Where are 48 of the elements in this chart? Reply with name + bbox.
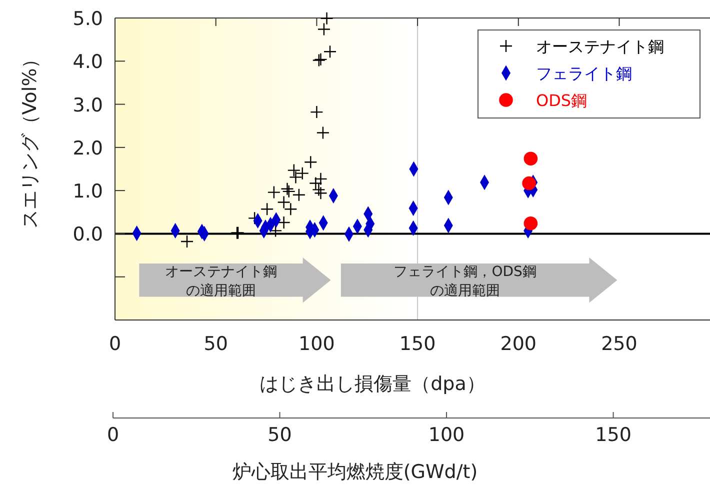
point — [282, 184, 296, 198]
point — [316, 126, 330, 140]
point — [289, 170, 302, 184]
point — [267, 186, 281, 199]
y-axis-title: スエリング（Vol%） — [19, 49, 41, 229]
x2-axis-title: 炉心取出平均燃焼度(GWd/t) — [232, 461, 478, 483]
x-tick-label: 50 — [204, 333, 228, 355]
y-tick-label: 3.0 — [72, 94, 103, 116]
point — [310, 105, 324, 119]
point — [524, 152, 538, 166]
point — [277, 216, 290, 230]
point — [304, 155, 318, 169]
point — [280, 182, 294, 196]
point — [287, 164, 301, 177]
point — [522, 176, 536, 190]
x2-tick-label: 100 — [428, 424, 465, 446]
x-tick-label: 0 — [108, 333, 122, 355]
x2-tick-label: 0 — [106, 424, 120, 446]
point — [180, 234, 194, 248]
x-tick-label: 250 — [601, 333, 638, 355]
x2-tick-label: 150 — [595, 424, 632, 446]
point — [323, 45, 337, 58]
x-tick-label: 100 — [298, 333, 335, 355]
point — [524, 216, 538, 230]
annotation: オーステナイト鋼 — [165, 264, 278, 280]
x-tick-label: 150 — [399, 333, 436, 355]
y-tick-label: 5.0 — [72, 8, 103, 30]
annotation: フェライト鋼，ODS鋼 — [394, 264, 536, 280]
point — [260, 202, 274, 216]
y-tick-label: 0.0 — [72, 224, 103, 246]
point — [268, 224, 282, 238]
legend-label: ODS鋼 — [536, 91, 588, 110]
legend-label: オーステナイト鋼 — [536, 37, 664, 56]
point — [317, 22, 331, 36]
legend-label: フェライト鋼 — [536, 64, 632, 83]
x2-tick-label: 50 — [268, 424, 292, 446]
point — [292, 188, 306, 202]
annotation: の適用範囲 — [430, 283, 500, 300]
annotation: の適用範囲 — [186, 283, 256, 300]
point — [314, 172, 328, 186]
point — [320, 12, 334, 26]
point — [314, 186, 328, 200]
x-tick-label: 200 — [500, 333, 537, 355]
point — [296, 166, 309, 180]
x-axis-title: はじき出し損傷量（dpa） — [260, 373, 486, 395]
y-tick-label: 4.0 — [72, 51, 103, 74]
y-tick-label: 2.0 — [72, 137, 103, 160]
y-tick-label: 1.0 — [72, 180, 103, 203]
